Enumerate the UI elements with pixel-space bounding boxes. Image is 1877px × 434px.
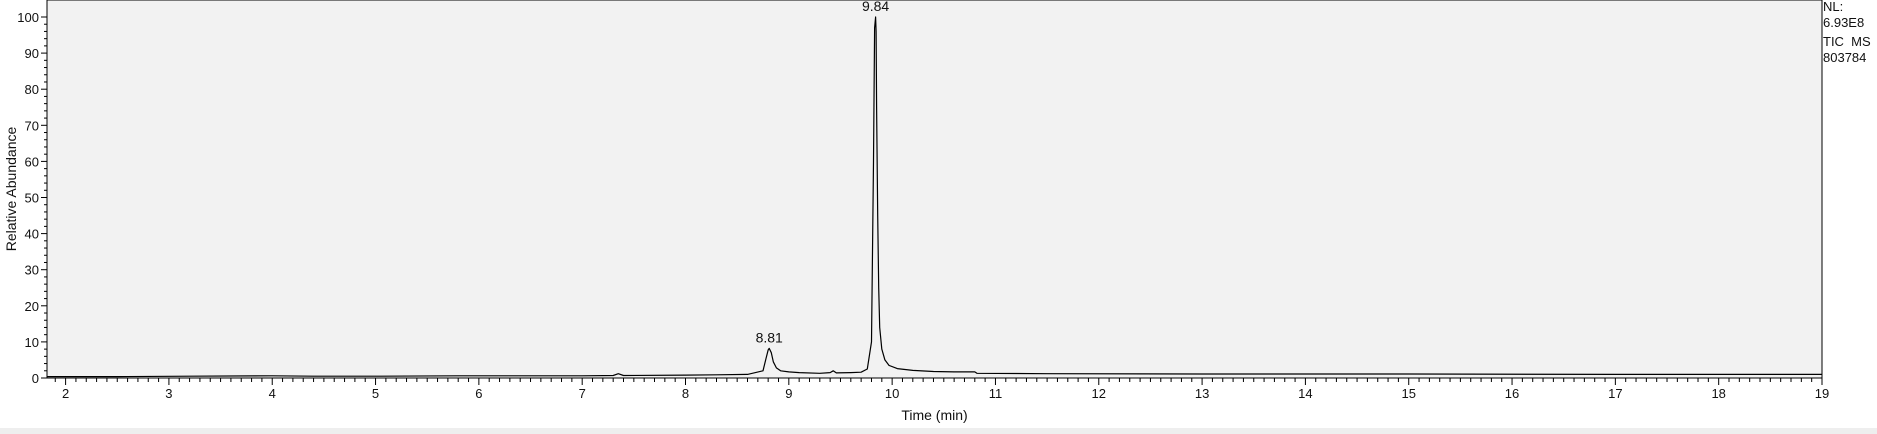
bottom-strip [0, 428, 1877, 434]
x-tick-label: 17 [1608, 386, 1622, 401]
x-axis: 2 3 4 5 6 7 8 9 10 11 12 13 14 15 16 17 18 19 [47, 377, 1829, 401]
y-axis-label: Relative Abundance [3, 127, 19, 252]
y-tick-label: 70 [25, 118, 39, 133]
peak-label-0: 8.81 [756, 329, 783, 345]
x-tick-label: 13 [1195, 386, 1209, 401]
sample-id: 803784 [1823, 50, 1867, 65]
plot-area [46, 0, 1823, 379]
x-axis-label: Time (min) [901, 407, 967, 423]
x-tick-label: 2 [62, 386, 69, 401]
y-tick-label: 40 [25, 227, 39, 242]
y-tick-label: 60 [25, 154, 39, 169]
x-tick-label: 14 [1298, 386, 1312, 401]
peak-label-1: 9.84 [862, 0, 889, 14]
x-tick-label: 3 [165, 386, 172, 401]
x-tick-label: 16 [1505, 386, 1519, 401]
x-tick-label: 4 [269, 386, 276, 401]
x-tick-label: 5 [372, 386, 379, 401]
y-tick-label: 20 [25, 299, 39, 314]
x-tick-label: 9 [785, 386, 792, 401]
x-tick-label: 8 [682, 386, 689, 401]
y-tick-label: 0 [32, 371, 39, 386]
y-tick-label: 80 [25, 82, 39, 97]
nl-label: NL: [1823, 0, 1844, 14]
y-tick-label: 50 [25, 191, 39, 206]
y-tick-label: 90 [25, 46, 39, 61]
x-tick-label: 7 [579, 386, 586, 401]
x-tick-label: 18 [1711, 386, 1725, 401]
x-tick-label: 12 [1092, 386, 1106, 401]
x-tick-label: 11 [989, 386, 1003, 401]
x-tick-label: 19 [1815, 386, 1829, 401]
scan-filter-label: TIC MS [1823, 34, 1871, 49]
x-tick-label: 10 [885, 386, 899, 401]
y-tick-label: 30 [25, 263, 39, 278]
x-tick-label: 15 [1401, 386, 1415, 401]
x-tick-label: 6 [475, 386, 482, 401]
peak-labels: 8.81 9.84 [756, 0, 890, 345]
nl-value: 6.93E8 [1823, 15, 1865, 30]
y-axis: 0 10 20 30 40 50 60 70 80 90 100 [17, 0, 48, 386]
tic-trace-line [47, 16, 1822, 378]
y-tick-label: 10 [25, 335, 39, 350]
y-tick-label: 100 [17, 10, 39, 25]
